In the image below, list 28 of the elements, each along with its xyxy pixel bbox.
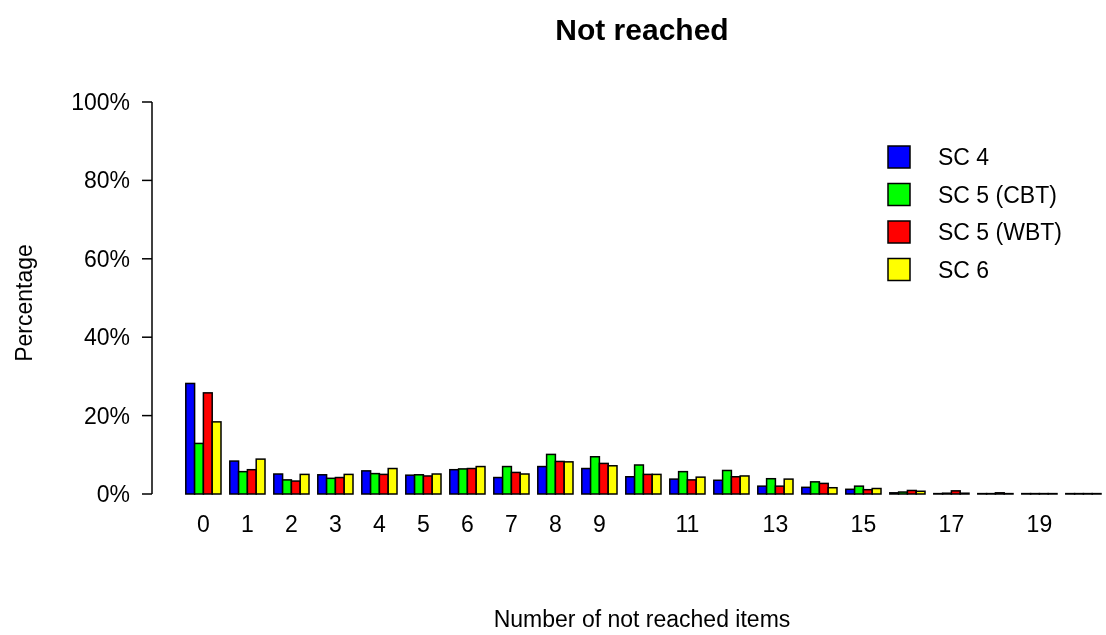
x-tick-label: 7 [505, 511, 518, 537]
x-tick-label: 3 [329, 511, 342, 537]
y-tick-label: 100% [71, 89, 130, 116]
y-tick-label: 20% [83, 402, 130, 429]
legend-label: SC 4 [938, 144, 990, 171]
legend-label: SC 5 (CBT) [938, 181, 1057, 208]
x-tick-label: 17 [938, 511, 965, 537]
x-tick-label: 9 [593, 511, 606, 537]
x-tick-label: 4 [373, 511, 386, 537]
chart-title: Not reached [555, 13, 729, 46]
legend-label: SC 5 (WBT) [938, 219, 1062, 246]
y-tick-label: 40% [83, 324, 130, 351]
x-tick-label: 15 [850, 511, 877, 537]
x-axis-title: Number of not reached items [493, 606, 791, 632]
x-tick-label: 5 [417, 511, 430, 537]
x-tick-label: 8 [549, 511, 562, 537]
x-tick-label: 11 [675, 511, 700, 537]
x-tick-label: 2 [285, 511, 298, 537]
y-tick-label: 0% [96, 481, 130, 508]
x-tick-label: 1 [241, 511, 254, 537]
y-tick-label: 60% [83, 245, 130, 272]
x-tick-label: 19 [1026, 511, 1053, 537]
x-tick-label: 13 [762, 511, 789, 537]
y-tick-label: 80% [83, 167, 130, 194]
legend-label: SC 6 [938, 256, 990, 283]
x-tick-label: 0 [197, 511, 210, 537]
x-tick-label: 6 [461, 511, 474, 537]
y-axis-title: Percentage [11, 244, 37, 362]
